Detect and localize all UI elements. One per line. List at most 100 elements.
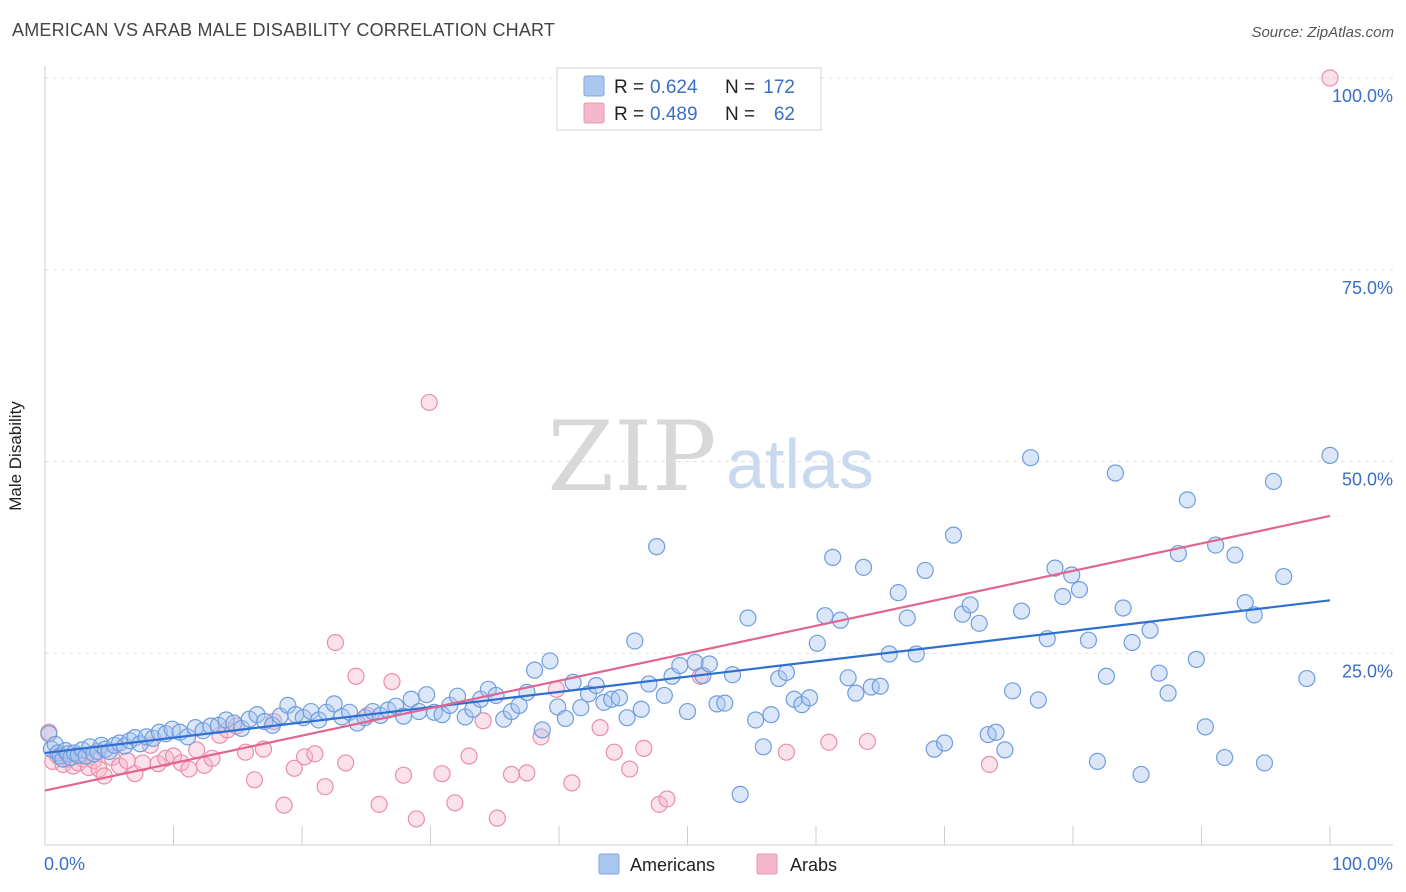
americans-point xyxy=(525,661,544,679)
bottom-legend-swatch-arabs xyxy=(756,853,778,875)
americans-point xyxy=(1178,491,1196,509)
arabs-point xyxy=(383,673,401,691)
arabs-point xyxy=(316,778,334,796)
arabs-point xyxy=(337,754,355,772)
arabs-point xyxy=(658,790,676,808)
americans-point xyxy=(121,732,139,750)
arabs-point xyxy=(245,771,264,789)
americans-point xyxy=(916,561,934,580)
americans-point xyxy=(587,676,605,695)
arabs-point xyxy=(460,747,478,765)
americans-point xyxy=(970,614,988,632)
arabs-point xyxy=(370,795,388,813)
watermark: ZIP atlas xyxy=(547,401,874,513)
y-tick-label: 25.0% xyxy=(1342,661,1393,681)
americans-point xyxy=(808,634,826,652)
arabs-point xyxy=(518,764,536,782)
arabs-point xyxy=(407,810,425,828)
americans-point xyxy=(1132,765,1150,784)
watermark-atlas: atlas xyxy=(726,425,874,503)
americans-point xyxy=(839,669,857,687)
americans-point xyxy=(747,711,765,729)
source-label: Source: ZipAtlas.com xyxy=(1251,24,1394,41)
americans-point xyxy=(1321,446,1339,464)
legend-swatch-arabs xyxy=(583,102,605,124)
americans-point xyxy=(987,723,1005,741)
arabs-point xyxy=(180,760,198,778)
y-tick-label: 50.0% xyxy=(1342,470,1393,490)
arabs-point xyxy=(1321,69,1339,87)
americans-point xyxy=(626,632,644,650)
americans-point xyxy=(686,653,704,672)
americans-point xyxy=(935,734,954,752)
americans-point xyxy=(1097,667,1116,685)
americans-point xyxy=(1123,633,1141,652)
arabs-point xyxy=(306,745,324,763)
arabs-point xyxy=(635,739,653,757)
americans-point xyxy=(632,700,650,718)
americans-point xyxy=(700,655,718,673)
arabs-point xyxy=(275,796,293,814)
americans-point xyxy=(671,656,689,675)
y-tick-label: 75.0% xyxy=(1342,278,1393,298)
americans-point xyxy=(889,584,907,602)
trend-lines xyxy=(44,514,1331,792)
americans-point xyxy=(1114,599,1132,617)
americans-point xyxy=(961,596,979,614)
legend-n-value-americans: 172 xyxy=(763,77,795,98)
americans-trend-line xyxy=(44,599,1331,755)
americans-point xyxy=(800,689,819,707)
americans-point xyxy=(1106,464,1125,482)
tick-labels: 25.0% 50.0% 75.0% 100.0% 0.0% 100.0% xyxy=(44,86,1393,874)
americans-point xyxy=(898,609,916,627)
x-tick-label: 100.0% xyxy=(1332,854,1393,874)
legend-box: R = 0.624 N = 172 R = 0.489 N = 62 xyxy=(556,67,822,131)
arabs-point xyxy=(621,760,639,778)
arabs-point xyxy=(858,732,877,751)
americans-point xyxy=(1088,752,1107,770)
americans-point xyxy=(1150,664,1168,682)
americans-point xyxy=(731,785,749,803)
americans-point xyxy=(418,686,436,704)
americans-point xyxy=(610,689,628,707)
legend-r-value-arabs: 0.489 xyxy=(650,104,698,125)
arabs-point xyxy=(980,755,999,774)
americans-point xyxy=(824,548,842,566)
legend-swatch-americans xyxy=(583,75,605,97)
arabs-point xyxy=(474,712,492,730)
americans-point xyxy=(762,706,780,724)
americans-point xyxy=(1004,682,1022,700)
americans-point xyxy=(1226,546,1244,564)
americans-point xyxy=(754,738,772,756)
americans-point xyxy=(640,675,658,693)
americans-point xyxy=(1070,580,1089,599)
arabs-point xyxy=(502,765,521,784)
arabs-point xyxy=(532,728,550,746)
arabs-point xyxy=(347,667,365,685)
americans-point xyxy=(533,721,551,739)
americans-point xyxy=(871,677,889,695)
arabs-point xyxy=(326,633,345,652)
americans-point xyxy=(678,702,697,721)
americans-point xyxy=(1159,684,1177,702)
bottom-legend-swatch-americans xyxy=(598,853,620,875)
x-tick-label: 0.0% xyxy=(44,854,85,874)
americans-point xyxy=(556,709,575,728)
bottom-legend: Americans Arabs xyxy=(598,853,837,875)
americans-point xyxy=(1196,718,1214,736)
americans-point xyxy=(655,686,673,705)
americans-point xyxy=(816,607,834,625)
americans-point xyxy=(1275,567,1293,586)
americans-point xyxy=(1054,587,1072,606)
americans-point xyxy=(131,735,149,753)
watermark-zip: ZIP xyxy=(547,401,716,513)
arabs-point xyxy=(591,719,609,737)
americans-point xyxy=(1216,748,1234,767)
legend-r-value-americans: 0.624 xyxy=(650,77,698,98)
americans-point xyxy=(402,690,420,708)
legend-r-label-americans: R = xyxy=(614,77,644,98)
arabs-point xyxy=(488,809,506,827)
grid-lines xyxy=(45,77,1393,654)
americans-point xyxy=(723,666,742,684)
